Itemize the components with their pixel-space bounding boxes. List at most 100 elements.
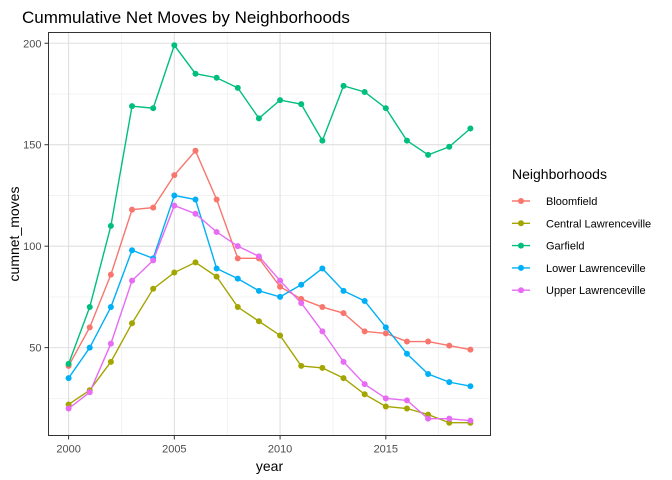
y-axis: 50 100 150 200: [23, 38, 49, 355]
data-point-bloomfield: [192, 147, 199, 154]
data-point-garfield: [361, 88, 368, 95]
data-point-lower-lawrenceville: [192, 196, 199, 203]
legend-label: Bloomfield: [546, 196, 597, 208]
legend-title: Neighborhoods: [512, 166, 607, 182]
legend-label: Central Lawrenceville: [546, 218, 651, 230]
data-point-garfield: [446, 143, 453, 150]
data-point-central-lawrenceville: [150, 285, 157, 292]
legend-item-garfield: Garfield: [512, 241, 585, 253]
data-point-central-lawrenceville: [234, 304, 241, 311]
data-point-lower-lawrenceville: [277, 293, 284, 300]
legend-label: Garfield: [546, 241, 585, 253]
data-point-garfield: [319, 137, 326, 144]
data-point-central-lawrenceville: [129, 320, 136, 327]
data-point-upper-lawrenceville: [86, 389, 93, 396]
legend-key-point: [518, 287, 524, 294]
data-point-bloomfield: [382, 330, 389, 337]
y-tick-label: 200: [23, 38, 41, 50]
legend-item-lower-lawrenceville: Lower Lawrenceville: [512, 263, 646, 275]
legend-key-point: [518, 198, 524, 204]
data-point-lower-lawrenceville: [340, 287, 347, 294]
data-point-upper-lawrenceville: [150, 257, 157, 264]
x-axis: 2000 2005 2010 2015: [56, 435, 398, 456]
data-point-garfield: [467, 125, 474, 132]
data-point-central-lawrenceville: [361, 391, 368, 398]
data-point-garfield: [192, 70, 199, 77]
data-point-central-lawrenceville: [192, 259, 199, 266]
data-point-bloomfield: [107, 271, 114, 278]
data-point-lower-lawrenceville: [107, 304, 114, 311]
series-line-bloomfield: [67, 149, 471, 367]
chart-title: Cummulative Net Moves by Neighborhoods: [22, 8, 350, 27]
data-point-central-lawrenceville: [382, 403, 389, 410]
data-point-garfield: [171, 42, 178, 49]
series-line-central-lawrenceville: [68, 261, 471, 424]
series-line-garfield: [67, 43, 471, 365]
data-point-lower-lawrenceville: [382, 324, 389, 331]
y-tick-label: 150: [23, 140, 41, 152]
data-point-lower-lawrenceville: [361, 297, 368, 304]
data-point-upper-lawrenceville: [129, 277, 136, 284]
data-point-bloomfield: [340, 310, 347, 317]
plot-panel: [48, 32, 491, 436]
y-axis-title: cumnet_moves: [6, 187, 22, 282]
data-point-upper-lawrenceville: [255, 253, 262, 260]
data-point-garfield: [382, 105, 389, 112]
data-point-garfield: [277, 97, 284, 104]
data-point-bloomfield: [234, 255, 241, 262]
data-point-bloomfield: [213, 196, 220, 203]
data-point-upper-lawrenceville: [382, 395, 389, 402]
data-point-bloomfield: [86, 324, 93, 331]
data-point-lower-lawrenceville: [255, 287, 262, 294]
data-point-lower-lawrenceville: [467, 383, 474, 390]
data-point-bloomfield: [129, 206, 136, 213]
legend-item-bloomfield: Bloomfield: [512, 196, 597, 208]
data-point-garfield: [65, 360, 72, 367]
x-tick-label: 2000: [56, 444, 80, 456]
data-point-central-lawrenceville: [171, 269, 178, 276]
data-point-upper-lawrenceville: [107, 340, 114, 347]
data-point-garfield: [213, 74, 220, 81]
y-tick-label: 50: [29, 343, 41, 355]
data-point-garfield: [107, 222, 114, 229]
data-point-garfield: [298, 101, 305, 108]
legend-item-central-lawrenceville: Central Lawrenceville: [512, 218, 651, 230]
data-point-lower-lawrenceville: [425, 371, 432, 378]
data-point-bloomfield: [277, 283, 284, 290]
x-tick-label: 2010: [268, 444, 292, 456]
series-lines: [67, 43, 471, 424]
data-point-upper-lawrenceville: [192, 210, 199, 217]
data-point-lower-lawrenceville: [298, 281, 305, 288]
data-point-upper-lawrenceville: [298, 299, 305, 306]
x-tick-label: 2015: [374, 444, 398, 456]
legend-label: Upper Lawrenceville: [546, 285, 646, 297]
data-point-upper-lawrenceville: [277, 277, 284, 284]
y-tick-label: 100: [23, 241, 41, 253]
data-point-upper-lawrenceville: [171, 202, 178, 209]
data-point-bloomfield: [319, 304, 326, 311]
legend-key-point: [518, 220, 524, 227]
data-point-central-lawrenceville: [255, 318, 262, 325]
data-point-garfield: [86, 304, 93, 311]
data-point-lower-lawrenceville: [403, 350, 410, 357]
data-point-bloomfield: [171, 172, 178, 179]
data-point-bloomfield: [403, 338, 410, 345]
data-point-bloomfield: [446, 342, 453, 349]
data-point-bloomfield: [361, 328, 368, 335]
data-point-garfield: [403, 137, 410, 144]
data-point-bloomfield: [425, 338, 432, 345]
data-point-lower-lawrenceville: [319, 265, 326, 272]
data-point-garfield: [425, 151, 432, 158]
data-point-garfield: [340, 82, 347, 89]
data-point-upper-lawrenceville: [467, 417, 474, 424]
data-point-bloomfield: [150, 204, 157, 211]
data-point-lower-lawrenceville: [213, 265, 220, 272]
series-line-upper-lawrenceville: [68, 204, 471, 422]
data-point-lower-lawrenceville: [65, 375, 72, 382]
data-point-upper-lawrenceville: [65, 405, 72, 412]
data-point-upper-lawrenceville: [446, 415, 453, 422]
x-axis-title: year: [256, 458, 284, 474]
legend-key-point: [518, 264, 524, 271]
data-point-garfield: [255, 115, 262, 122]
data-point-central-lawrenceville: [107, 358, 114, 365]
